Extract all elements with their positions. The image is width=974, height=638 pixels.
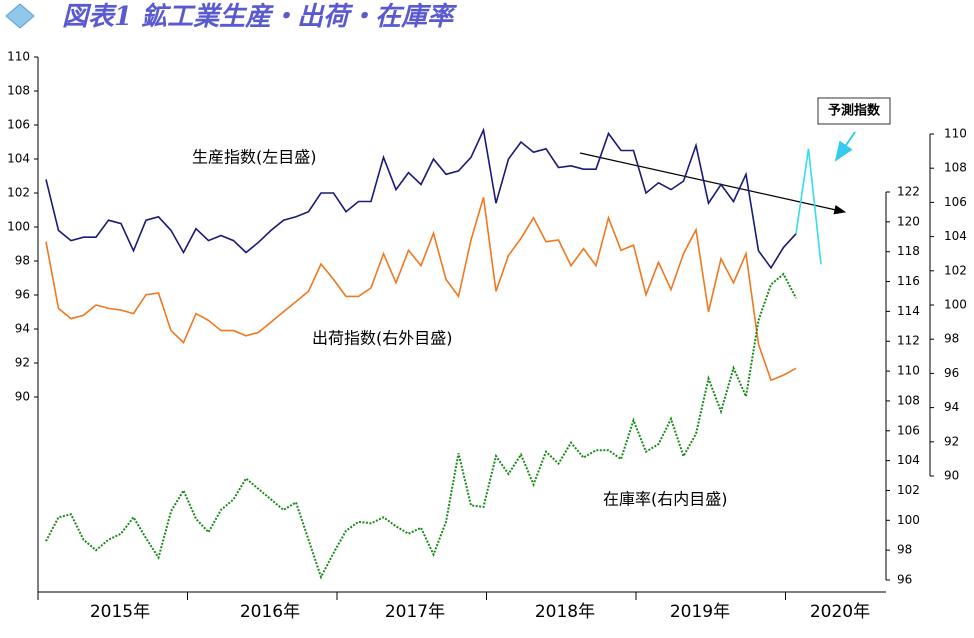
x-tick-label: 2016年 (240, 602, 300, 622)
y-tick-label: 102 (944, 263, 967, 277)
y-tick-label: 92 (15, 356, 30, 370)
y-tick-label: 106 (944, 195, 967, 209)
y-tick-label: 96 (944, 366, 959, 380)
x-tick-label: 2017年 (385, 602, 445, 622)
series-label: 生産指数(左目盛) (192, 148, 317, 167)
y-tick-label: 112 (897, 334, 920, 348)
y-tick-label: 122 (897, 185, 920, 199)
y-tick-label: 110 (897, 364, 920, 378)
y-tick-label: 110 (944, 127, 967, 141)
y-tick-label: 108 (897, 393, 920, 407)
series-line (45, 127, 797, 270)
y-tick-label: 100 (7, 220, 30, 234)
y-tick-label: 118 (897, 244, 920, 258)
y-tick-label: 110 (7, 50, 30, 64)
y-tick-label: 104 (897, 453, 920, 467)
y-tick-label: 100 (897, 513, 920, 527)
forecast-label: 予測指数 (828, 103, 881, 119)
title-icon (5, 3, 35, 29)
x-tick-label: 2018年 (535, 602, 595, 622)
y-tick-label: 104 (944, 229, 967, 243)
y-tick-label: 108 (7, 84, 30, 98)
x-tick-label: 2015年 (90, 602, 150, 622)
y-tick-label: 104 (7, 152, 30, 166)
x-tick-label: 2019年 (670, 602, 730, 622)
y-tick-label: 114 (897, 304, 920, 318)
y-tick-label: 94 (15, 322, 30, 336)
y-tick-label: 92 (944, 434, 959, 448)
y-tick-label: 100 (944, 298, 967, 312)
y-tick-label: 90 (15, 390, 30, 404)
y-tick-label: 96 (897, 573, 912, 587)
y-tick-label: 102 (7, 186, 30, 200)
series-line (45, 272, 797, 580)
forecast-box (817, 97, 891, 125)
trend-arrow (579, 152, 847, 215)
y-tick-label: 94 (944, 400, 959, 414)
series-label: 在庫率(右内目盛) (603, 490, 728, 509)
y-tick-label: 116 (897, 274, 920, 288)
y-tick-label: 98 (944, 332, 959, 346)
y-tick-label: 120 (897, 214, 920, 228)
x-tick-label: 2020年 (810, 602, 870, 622)
series-label: 出荷指数(右外目盛) (312, 329, 453, 348)
y-tick-label: 108 (944, 161, 967, 175)
y-tick-label: 102 (897, 483, 920, 497)
y-tick-label: 106 (7, 118, 30, 132)
y-tick-label: 96 (15, 288, 30, 302)
y-tick-label: 106 (897, 423, 920, 437)
y-tick-label: 90 (944, 469, 959, 483)
y-tick-label: 98 (897, 543, 912, 557)
y-tick-label: 98 (15, 254, 30, 268)
forecast-arrow (834, 131, 856, 162)
series-line (795, 148, 822, 265)
chart-title: 図表1 鉱工業生産・出荷・在庫率 (62, 2, 457, 32)
series-line (45, 197, 797, 382)
